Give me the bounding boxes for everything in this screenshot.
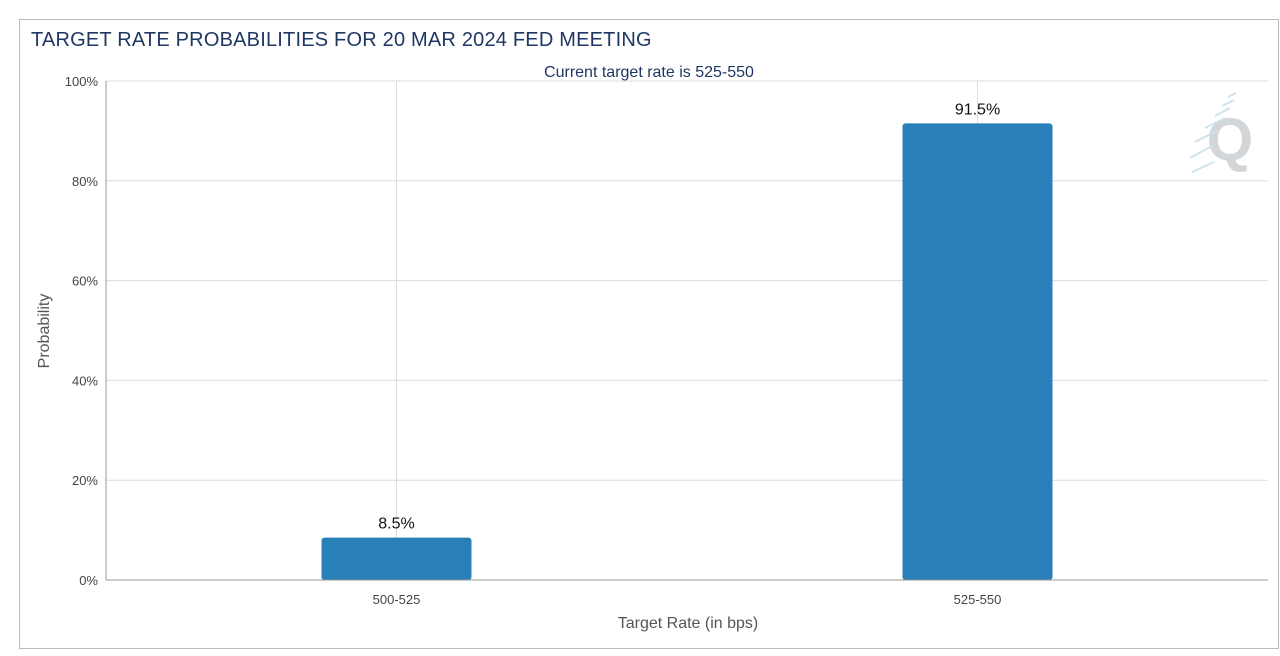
- data-label: 8.5%: [378, 516, 414, 533]
- x-axis-title: Target Rate (in bps): [618, 615, 759, 632]
- y-tick-label: 20%: [72, 473, 98, 488]
- x-tick-label: 525-550: [954, 592, 1002, 607]
- watermark-stroke: [1227, 92, 1237, 98]
- data-labels: 8.5% 91.5%: [378, 101, 1000, 532]
- chart-subtitle: Current target rate is 525-550: [544, 64, 754, 81]
- watermark-stroke: [1189, 145, 1213, 159]
- watermark-stroke: [1204, 117, 1226, 129]
- page-title: TARGET RATE PROBABILITIES FOR 20 MAR 202…: [31, 29, 652, 51]
- watermark-stroke: [1194, 129, 1219, 143]
- y-axis-title: Probability: [36, 294, 53, 369]
- grid-lines: [106, 80, 1268, 581]
- watermark-stroke: [1191, 161, 1215, 173]
- chart-frame: [19, 19, 1279, 649]
- axes: 0% 20% 40% 60% 80% 100% 500-525 525-550: [65, 74, 1268, 607]
- y-tick-label: 100%: [65, 74, 99, 89]
- y-tick-label: 80%: [72, 174, 98, 189]
- bars: [321, 123, 1053, 580]
- watermark-stroke: [1214, 107, 1231, 117]
- data-label: 91.5%: [955, 101, 1000, 118]
- y-tick-label: 40%: [72, 373, 98, 388]
- y-tick-label: 60%: [72, 274, 98, 289]
- x-tick-label: 500-525: [373, 592, 421, 607]
- watermark-logo-icon: Q: [1189, 92, 1254, 173]
- bar-525-550[interactable]: [902, 123, 1053, 580]
- y-tick-label: 0%: [79, 573, 98, 588]
- watermark-letter: Q: [1207, 106, 1254, 173]
- watermark-stroke: [1221, 99, 1235, 107]
- bar-500-525[interactable]: [321, 537, 472, 580]
